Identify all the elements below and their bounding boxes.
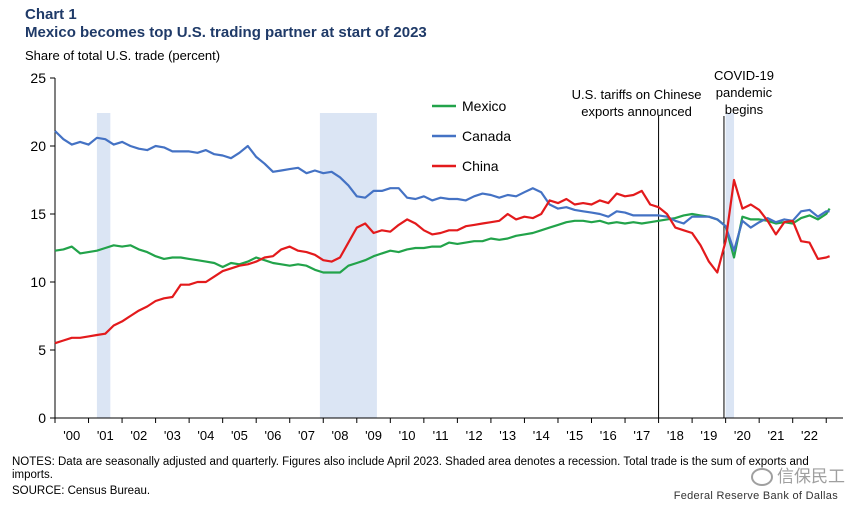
y-tick-label: 5 <box>38 342 46 358</box>
wechat-icon <box>751 468 773 486</box>
recession-bands <box>96 113 735 418</box>
x-tick-label: '18 <box>667 428 684 443</box>
credit-text: Federal Reserve Bank of Dallas <box>673 490 838 502</box>
y-axis-title: Share of total U.S. trade (percent) <box>25 48 221 63</box>
y-tick-label: 25 <box>30 70 46 86</box>
series-line-china <box>54 178 830 345</box>
notes-text: NOTES: Data are seasonally adjusted and … <box>12 456 809 481</box>
chart-label: Chart 1 <box>25 6 77 23</box>
x-tick-label: '20 <box>734 428 751 443</box>
x-tick-label: '05 <box>231 428 248 443</box>
y-tick-label: 20 <box>30 138 46 154</box>
x-tick-label: '21 <box>767 428 784 443</box>
x-tick-label: '01 <box>97 428 114 443</box>
axes: 0 5 10 15 20 25 '00 '01 '02 '03 '04 '05 '06 '07 '08 '09… <box>30 70 843 443</box>
x-tick-label: '15 <box>566 428 583 443</box>
x-tick-label: '02 <box>130 428 147 443</box>
annotation-text: exports announced <box>581 104 692 119</box>
recession-band <box>96 113 111 418</box>
source-text: SOURCE: Census Bureau. <box>12 485 151 497</box>
legend-label-china: China <box>462 158 499 174</box>
watermark: 信保民工 <box>751 462 845 487</box>
x-tick-label: '07 <box>298 428 315 443</box>
legend-label-canada: Canada <box>462 128 511 144</box>
x-tick-label: '00 <box>63 428 80 443</box>
x-tick-label: '14 <box>533 428 550 443</box>
x-tick-label: '16 <box>600 428 617 443</box>
series-line-canada <box>54 130 830 252</box>
x-tick-label: '11 <box>433 428 449 443</box>
x-tick-label: '09 <box>365 428 382 443</box>
annotations: U.S. tariffs on Chinese exports announced… <box>572 68 774 418</box>
y-tick-label: 0 <box>38 410 46 426</box>
x-tick-label: '03 <box>164 428 181 443</box>
chart-title: Mexico becomes top U.S. trading partner … <box>25 24 427 41</box>
series-lines <box>54 130 831 345</box>
x-tick-label: '04 <box>197 428 214 443</box>
annotation-text: COVID-19 <box>714 68 774 83</box>
x-tick-label: '12 <box>466 428 483 443</box>
y-tick-label: 10 <box>30 274 46 290</box>
x-tick-label: '10 <box>399 428 416 443</box>
watermark-text: 信保民工 <box>777 467 845 487</box>
annotation-text: pandemic <box>716 85 773 100</box>
x-tick-label: '08 <box>332 428 349 443</box>
recession-band <box>725 113 735 418</box>
annotation-text: U.S. tariffs on Chinese <box>572 87 702 102</box>
y-tick-label: 15 <box>30 206 46 222</box>
legend-label-mexico: Mexico <box>462 98 507 114</box>
x-tick-label: '06 <box>264 428 281 443</box>
x-tick-label: '13 <box>499 428 516 443</box>
x-tick-label: '17 <box>633 428 650 443</box>
annotation-text: begins <box>725 102 764 117</box>
x-tick-label: '22 <box>801 428 818 443</box>
x-tick-label: '19 <box>700 428 717 443</box>
legend: Mexico Canada China <box>432 98 511 174</box>
